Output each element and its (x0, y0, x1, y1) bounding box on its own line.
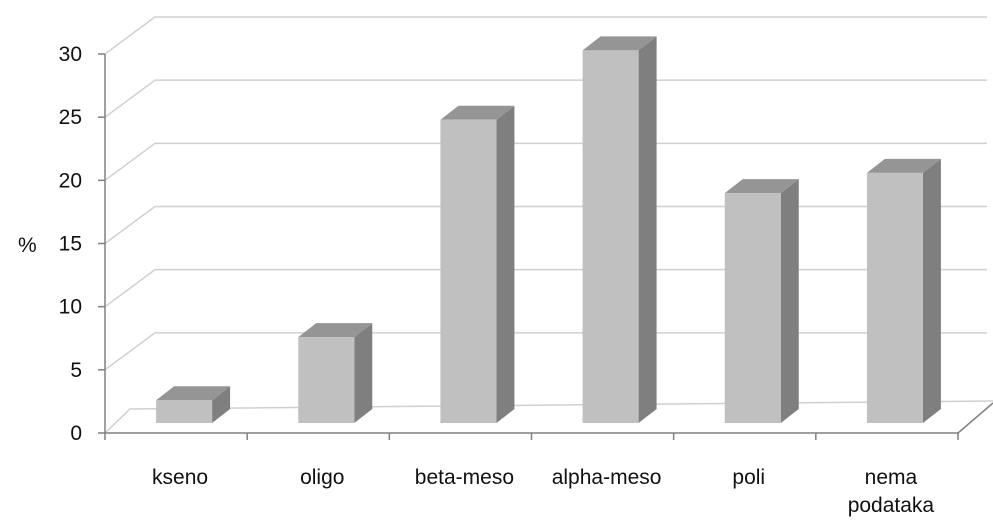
x-axis-depth-line (957, 402, 993, 434)
bar-top (866, 158, 941, 173)
x-tick-label: oligo (300, 466, 344, 489)
bar-side (780, 179, 799, 423)
y-axis-label: % (18, 234, 37, 257)
bar-side (496, 105, 515, 424)
gridline (104, 268, 987, 308)
y-tick-label: 15 (59, 233, 82, 256)
floor-back-edge (104, 400, 993, 434)
y-tick-label: 25 (59, 106, 82, 129)
bar (440, 105, 515, 424)
bars (156, 36, 941, 424)
gridline (104, 79, 987, 118)
x-tick-label: beta-meso (415, 466, 514, 489)
x-tick-label: poli (732, 466, 765, 489)
bar-front (582, 50, 639, 424)
y-tick-label: 10 (59, 296, 82, 319)
bar-front (298, 337, 355, 423)
bar-front (440, 119, 497, 424)
x-tick-label: kseno (152, 466, 208, 489)
gridline (104, 16, 987, 55)
bar (156, 386, 231, 423)
bar (582, 36, 657, 424)
gridline (104, 332, 987, 371)
bar (866, 158, 941, 424)
axes (104, 54, 993, 434)
x-tick-labels: kseno oligo beta-meso alpha-meso poli nema pod… (104, 433, 959, 517)
gridline (104, 205, 987, 245)
bar-top (440, 105, 515, 120)
bar-side (354, 323, 373, 423)
bar (298, 323, 373, 423)
bar-side (922, 158, 941, 424)
bar-top (724, 179, 799, 194)
bar-front (866, 172, 923, 423)
bar-front (156, 400, 213, 423)
x-tick-label: nema podataka (848, 466, 935, 517)
bar (724, 179, 799, 423)
y-tick-labels: 0 5 10 15 20 25 30 (59, 43, 105, 445)
x-tick-label: alpha-meso (552, 466, 662, 489)
y-tick-label: 20 (59, 169, 82, 192)
y-tick-label: 0 (70, 422, 82, 445)
y-tick-label: 30 (59, 43, 82, 66)
bar-front (724, 193, 781, 423)
bar-top (298, 323, 373, 338)
bar-side (212, 386, 231, 423)
y-tick-label: 5 (70, 359, 82, 382)
bar-top (156, 386, 231, 401)
bar-top (582, 36, 657, 51)
gridlines (104, 16, 987, 371)
bar-side (638, 36, 657, 424)
gridline (104, 142, 987, 181)
